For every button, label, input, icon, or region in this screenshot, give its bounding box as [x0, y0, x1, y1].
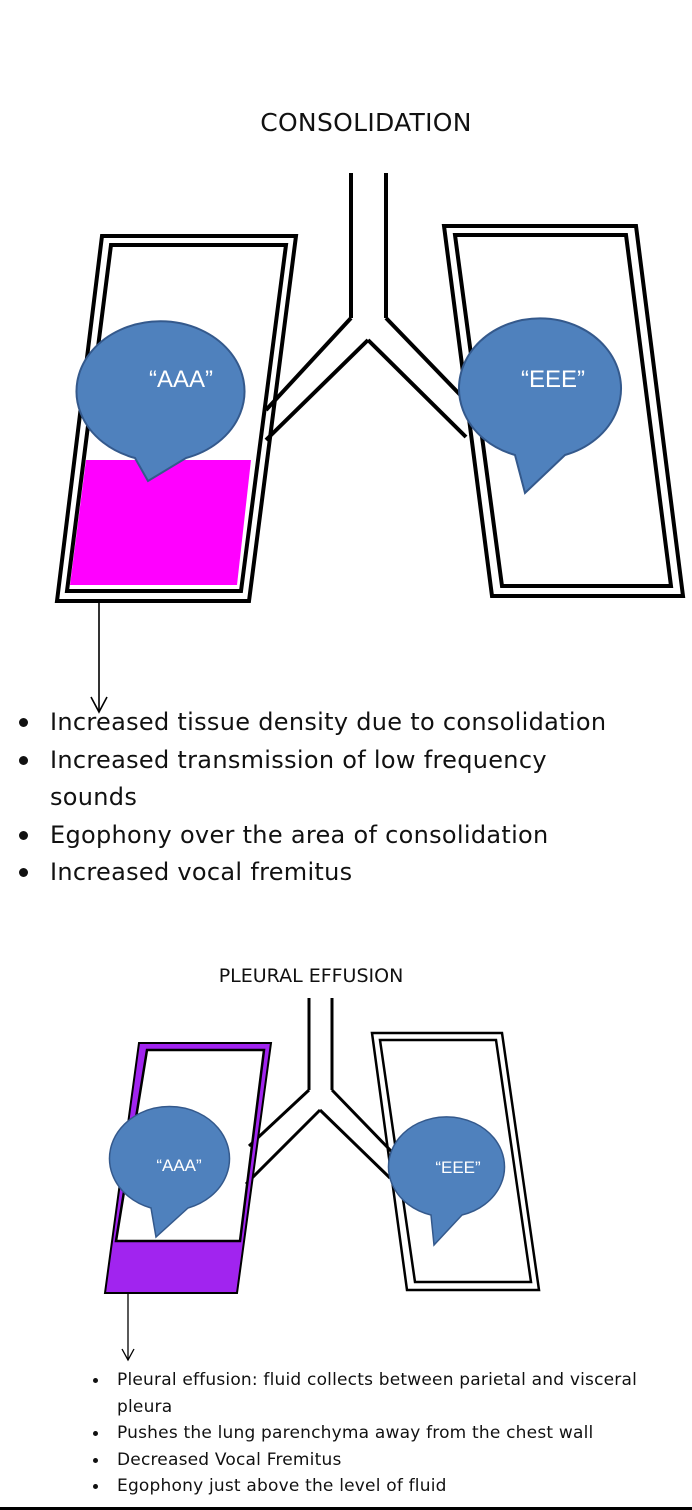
- bubble-label-aaa: “AAA”: [156, 1156, 202, 1175]
- consolidation-fluid: [70, 460, 251, 585]
- list-item: Pushes the lung parenchyma away from the…: [93, 1420, 657, 1447]
- pleural-effusion-title: PLEURAL EFFUSION: [218, 965, 404, 987]
- trachea: [349, 173, 388, 318]
- speech-bubble-eee: [458, 317, 622, 495]
- pleural-fluid: [105, 1043, 271, 1293]
- speech-bubble-aaa: [108, 1105, 231, 1239]
- list-item: Increased transmission of low frequency …: [19, 742, 610, 817]
- consolidation-title: CONSOLIDATION: [260, 108, 472, 137]
- consolidation-arrow: [90, 600, 108, 714]
- trachea: [307, 998, 334, 1090]
- consolidation-diagram: [54, 173, 686, 714]
- pleural-effusion-diagram: [103, 998, 541, 1362]
- bubble-label-eee: “EEE”: [521, 366, 585, 393]
- left-lung-consolidation: [54, 234, 299, 603]
- list-item: Decreased Vocal Fremitus: [93, 1447, 657, 1474]
- list-item: Increased vocal fremitus: [19, 854, 610, 892]
- pleural-effusion-findings-list: Pleural effusion: fluid collects between…: [93, 1367, 657, 1500]
- bronchi: [244, 1088, 394, 1186]
- list-item: Egophony just above the level of fluid: [93, 1473, 657, 1500]
- speech-bubble-aaa: [75, 320, 246, 483]
- list-item: Increased tissue density due to consolid…: [19, 704, 610, 742]
- list-item: Pleural effusion: fluid collects between…: [93, 1367, 657, 1420]
- right-lung-consolidation: [441, 224, 686, 598]
- bronchi: [264, 316, 472, 442]
- list-item: Egophony over the area of consolidation: [19, 817, 610, 855]
- effusion-arrow: [121, 1294, 135, 1362]
- bubble-label-aaa: “AAA”: [149, 366, 213, 393]
- bottom-divider: [0, 1507, 692, 1510]
- bubble-label-eee: “EEE”: [435, 1158, 481, 1177]
- right-lung-effusion: [370, 1031, 541, 1292]
- consolidation-findings-list: Increased tissue density due to consolid…: [19, 704, 610, 892]
- speech-bubble-eee: [387, 1116, 506, 1247]
